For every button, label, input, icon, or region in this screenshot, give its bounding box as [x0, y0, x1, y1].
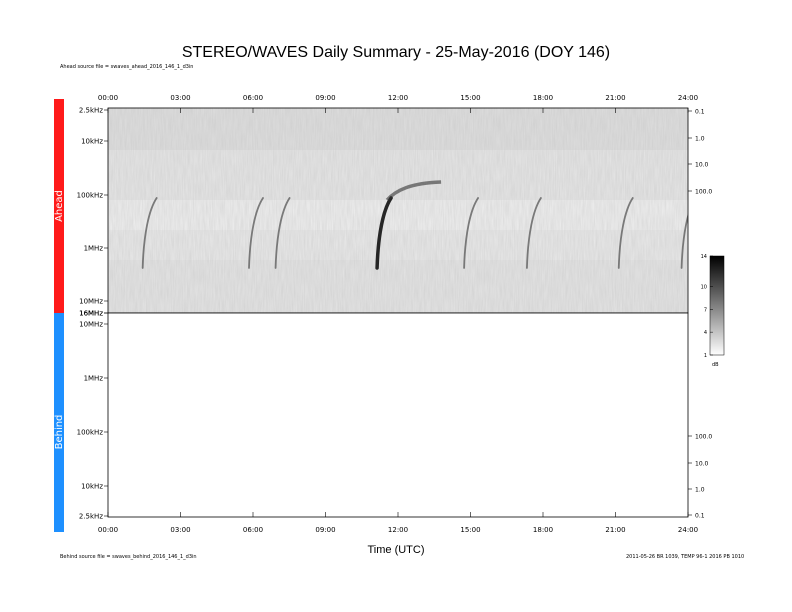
x-tick-label-top: 12:00 [388, 94, 408, 102]
ahead-source-note: Ahead source file = swaves_ahead_2016_14… [60, 64, 194, 70]
behind-frame [107, 312, 689, 518]
x-tick-label-bottom: 21:00 [605, 526, 625, 534]
x-axis-label: Time (UTC) [367, 544, 425, 556]
behind-y-tick-label: 2.5kHz [79, 513, 103, 521]
ahead-y-right-tick-label: 10.0 [695, 162, 709, 169]
x-tick-label-bottom: 00:00 [98, 526, 118, 534]
x-tick-label-bottom: 12:00 [388, 526, 408, 534]
ahead-label: Ahead [54, 190, 65, 222]
burst-extension-mark [385, 180, 442, 202]
ahead-y-right-tick-label: 100.0 [695, 189, 712, 196]
behind-y-tick-label: 10kHz [81, 483, 103, 491]
colorbar-tick-label: 7 [704, 307, 707, 313]
x-tick-label-top: 06:00 [243, 94, 263, 102]
burst-mark [375, 196, 393, 270]
behind-y-right-tick-label: 0.1 [695, 513, 705, 520]
ahead-y-tick-label: 16MHz [79, 310, 103, 318]
behind-side-bar [54, 313, 64, 532]
colorbar-tick-label: 4 [704, 330, 707, 336]
ahead-y-right-tick-label: 0.1 [695, 109, 705, 116]
behind-label: Behind [54, 415, 65, 450]
ahead-y-tick-label: 10kHz [81, 138, 103, 146]
x-tick-label-bottom: 06:00 [243, 526, 263, 534]
behind-y-tick-label: 100kHz [77, 429, 104, 437]
behind-y-right-tick-label: 100.0 [695, 434, 712, 441]
ahead-y-right-tick-label: 1.0 [695, 136, 705, 143]
burst-mark [463, 197, 479, 269]
ahead-side-bar [54, 99, 64, 313]
burst-mark [617, 197, 634, 269]
chart-title: STEREO/WAVES Daily Summary - 25-May-2016… [181, 44, 611, 61]
x-tick-label-top: 03:00 [170, 94, 190, 102]
x-tick-label-top: 15:00 [460, 94, 480, 102]
ahead-spectrogram [108, 108, 688, 313]
x-tick-label-bottom: 03:00 [170, 526, 190, 534]
behind-y-right-tick-label: 1.0 [695, 487, 705, 494]
x-tick-label-bottom: 09:00 [315, 526, 335, 534]
ahead-y-tick-label: 100kHz [77, 192, 104, 200]
colorbar-tick-label: 10 [701, 284, 707, 290]
colorbar-tick-label: 1 [704, 353, 707, 359]
colorbar [709, 255, 725, 356]
x-tick-label-bottom: 18:00 [533, 526, 553, 534]
x-tick-label-top: 21:00 [605, 94, 625, 102]
x-tick-label-top: 24:00 [678, 94, 698, 102]
behind-y-right-tick-label: 10.0 [695, 461, 709, 468]
behind-source-note: Behind source file = swaves_behind_2016_… [60, 554, 197, 560]
footer-info: 2011-05-26 BR 1039, TEMP 96-1 2016 PB 10… [626, 554, 745, 560]
burst-mark [141, 197, 158, 269]
x-tick-label-top: 09:00 [315, 94, 335, 102]
behind-y-tick-label: 10MHz [79, 321, 103, 329]
ahead-y-tick-label: 1MHz [84, 245, 104, 253]
behind-y-tick-label: 1MHz [84, 375, 104, 383]
behind-y-tick-label: 16MHz [79, 310, 103, 318]
burst-mark [680, 213, 688, 269]
x-tick-label-bottom: 15:00 [460, 526, 480, 534]
colorbar-unit: dB [712, 362, 719, 368]
ahead-y-tick-label: 10MHz [79, 298, 103, 306]
burst-mark [248, 197, 264, 269]
x-tick-label-top: 00:00 [98, 94, 118, 102]
colorbar-tick-label: 14 [701, 254, 707, 260]
burst-mark [274, 197, 291, 269]
ahead-y-tick-label: 2.5kHz [79, 107, 103, 115]
x-tick-label-top: 18:00 [533, 94, 553, 102]
burst-mark [526, 197, 542, 269]
x-tick-label-bottom: 24:00 [678, 526, 698, 534]
